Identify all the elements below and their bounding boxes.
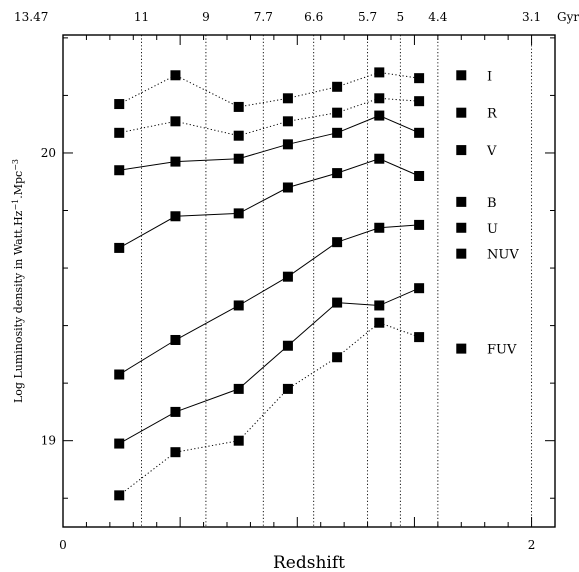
band-labels: I R V BU NUV FUV xyxy=(486,69,519,357)
x-tick-label: 0 xyxy=(59,538,67,552)
marker-i xyxy=(282,93,293,104)
series-line-fuv xyxy=(118,322,420,496)
legend-marker-b xyxy=(456,196,467,207)
marker-nuv xyxy=(332,297,343,308)
marker-v xyxy=(374,110,385,121)
marker-v xyxy=(233,153,244,164)
series-lines xyxy=(118,71,420,496)
series-line-nuv xyxy=(118,287,420,445)
marker-u xyxy=(114,369,125,380)
marker-fuv xyxy=(170,447,181,458)
marker-b xyxy=(414,170,425,181)
marker-b xyxy=(332,168,343,179)
band-label-r: R xyxy=(487,107,498,122)
marker-u xyxy=(414,219,425,230)
marker-b xyxy=(282,182,293,193)
marker-v xyxy=(332,127,343,138)
marker-fuv xyxy=(282,383,293,394)
marker-r xyxy=(374,93,385,104)
y-axis-label: Log Luminosity density in Watt.Hz−1.Mpc−… xyxy=(11,159,26,403)
marker-i xyxy=(374,67,385,78)
marker-nuv xyxy=(233,383,244,394)
x-axis-label: Redshift xyxy=(273,553,345,572)
marker-b xyxy=(233,208,244,219)
top-tick-label: 6.6 xyxy=(304,10,323,24)
marker-r xyxy=(414,96,425,107)
marker-nuv xyxy=(282,340,293,351)
top-tick-label: 11 xyxy=(134,10,149,24)
legend-marker-v xyxy=(456,145,467,156)
top-tick-label: 5.7 xyxy=(358,10,377,24)
x-tick-label: 2 xyxy=(528,538,536,552)
band-label-nuv: NUV xyxy=(487,248,519,263)
marker-r xyxy=(233,130,244,141)
marker-nuv xyxy=(414,283,425,294)
marker-fuv xyxy=(374,317,385,328)
series-line-u xyxy=(118,224,420,375)
band-label-b: B xyxy=(487,196,497,211)
marker-v xyxy=(170,156,181,167)
marker-r xyxy=(282,116,293,127)
y-tick-label: 19 xyxy=(41,434,56,448)
axis-ticks xyxy=(62,35,556,527)
series-line-r xyxy=(119,97,420,137)
marker-r xyxy=(170,116,181,127)
top-tick-label: 9 xyxy=(202,10,210,24)
marker-nuv xyxy=(114,438,125,449)
series-line-v xyxy=(119,115,420,171)
top-tick-label: 3.1 xyxy=(522,10,541,24)
band-label-u: U xyxy=(487,222,498,237)
top-axis-labels: 13.47 11 9 7.7 6.6 5.7 5 4.4 3.1 Gyr xyxy=(14,10,579,24)
marker-i xyxy=(332,81,343,92)
marker-fuv xyxy=(414,332,425,343)
marker-u xyxy=(332,237,343,248)
marker-nuv xyxy=(170,406,181,417)
top-tick-label: 13.47 xyxy=(14,10,48,24)
marker-i xyxy=(233,101,244,112)
marker-v xyxy=(114,165,125,176)
marker-u xyxy=(170,334,181,345)
top-tick-label: 4.4 xyxy=(428,10,447,24)
marker-fuv xyxy=(233,435,244,446)
marker-r xyxy=(114,127,125,138)
marker-v xyxy=(414,127,425,138)
legend-marker-u xyxy=(456,222,467,233)
marker-nuv xyxy=(374,300,385,311)
marker-u xyxy=(233,300,244,311)
marker-fuv xyxy=(114,490,125,501)
top-axis-unit: Gyr xyxy=(557,10,579,24)
marker-v xyxy=(282,139,293,150)
series-line-b xyxy=(118,158,420,249)
marker-i xyxy=(170,70,181,81)
marker-b xyxy=(114,242,125,253)
marker-i xyxy=(114,99,125,110)
legend-marker-nuv xyxy=(456,248,467,259)
y-tick-label: 20 xyxy=(41,146,56,160)
top-tick-label: 5 xyxy=(397,10,405,24)
marker-b xyxy=(170,211,181,222)
band-label-i: I xyxy=(487,69,492,84)
series-line-i xyxy=(118,71,420,108)
series-markers xyxy=(114,67,467,501)
tick-labels: 0 2 19 20 xyxy=(41,146,536,552)
band-label-fuv: FUV xyxy=(487,343,517,358)
legend-marker-fuv xyxy=(456,343,467,354)
plot-frame xyxy=(62,34,556,528)
marker-fuv xyxy=(332,352,343,363)
marker-i xyxy=(414,73,425,84)
marker-b xyxy=(374,153,385,164)
legend-marker-r xyxy=(456,107,467,118)
marker-u xyxy=(374,222,385,233)
marker-u xyxy=(282,271,293,282)
epoch-guides xyxy=(141,35,533,527)
legend-marker-i xyxy=(456,70,467,81)
band-label-v: V xyxy=(486,144,497,159)
top-tick-label: 7.7 xyxy=(254,10,273,24)
marker-r xyxy=(332,107,343,118)
